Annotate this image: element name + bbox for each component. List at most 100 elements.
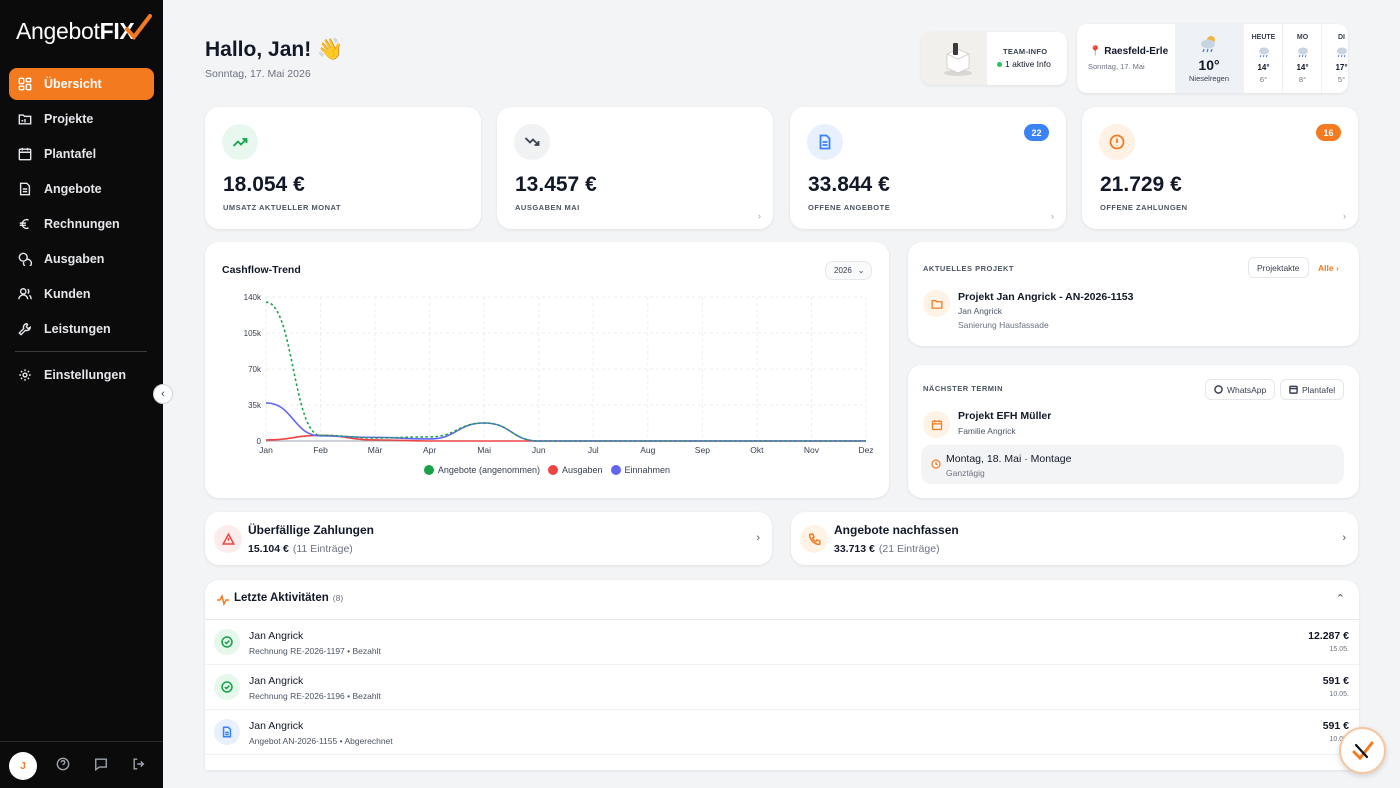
sidebar-item-label: Angebote — [44, 182, 102, 196]
year-select-value: 2026 — [834, 266, 852, 275]
count-badge: 16 — [1316, 124, 1341, 141]
weather-widget[interactable]: 📍 Raesfeld-Erle Sonntag, 17. Mai 10° Nie… — [1077, 24, 1348, 93]
legend-item[interactable]: Einnahmen — [610, 465, 670, 475]
drizzle-icon — [1201, 36, 1215, 53]
all-projects-link[interactable]: Alle › — [1318, 263, 1339, 273]
series-line-einnahmen — [265, 402, 866, 442]
kpi-umsatz-card[interactable]: 18.054 € UMSATZ AKTUELLER MONAT — [205, 107, 481, 229]
chevron-down-icon: ⌄ — [857, 266, 865, 275]
appointment-name[interactable]: Projekt EFH Müller — [958, 410, 1052, 422]
sidebar-item-einstellungen[interactable]: Einstellungen — [9, 359, 154, 391]
logout-icon[interactable] — [132, 757, 148, 773]
sidebar-item-uebersicht[interactable]: Übersicht — [9, 68, 154, 100]
series-line-ausgaben — [265, 434, 866, 442]
euro-icon — [19, 218, 29, 230]
legend-item[interactable]: Angebote (angenommen) — [423, 465, 540, 475]
assistant-fab-button[interactable] — [1339, 727, 1386, 774]
x-tick-label: Jun — [532, 445, 546, 455]
sidebar-item-rechnungen[interactable]: Rechnungen — [9, 208, 154, 240]
wrench-icon — [18, 323, 32, 336]
project-file-button[interactable]: Projektakte — [1248, 257, 1309, 278]
legend-swatch — [423, 465, 434, 475]
drizzle-icon — [1337, 47, 1347, 58]
avatar[interactable]: J — [9, 752, 37, 780]
activity-row[interactable]: Jan Angrick Angebot AN-2026-1155 • Abger… — [205, 710, 1359, 755]
activity-name: Jan Angrick — [249, 630, 304, 642]
kpi-value: 18.054 € — [223, 173, 305, 196]
activities-count: (8) — [332, 593, 344, 603]
sidebar-item-label: Einstellungen — [44, 368, 126, 382]
activity-row[interactable]: Jan Angrick Rechnung RE-2026-1197 • Beza… — [205, 620, 1359, 665]
sidebar-item-label: Übersicht — [44, 77, 102, 91]
kpi-angebote-card[interactable]: 22 33.844 € OFFENE ANGEBOTE › — [790, 107, 1066, 229]
kpi-icon-wrap — [514, 124, 550, 160]
weather-day-high: 14° — [1257, 63, 1270, 72]
legend-swatch — [547, 465, 558, 475]
activity-pulse-icon — [217, 593, 229, 607]
device-illustration-icon — [944, 43, 972, 76]
sidebar-item-plantafel[interactable]: Plantafel — [9, 138, 154, 170]
activity-row[interactable]: Jan Angrick Rechnung RE-2026-1196 • Beza… — [205, 665, 1359, 710]
warning-triangle-icon — [221, 532, 235, 545]
kpi-icon-wrap — [1099, 124, 1135, 160]
x-tick-label: Dez — [858, 445, 873, 455]
y-tick-label: 35k — [248, 401, 262, 410]
year-select[interactable]: 2026 ⌄ — [825, 261, 872, 280]
whatsapp-button[interactable]: WhatsApp — [1205, 379, 1276, 400]
weather-current: 10° Nieselregen — [1175, 24, 1243, 93]
team-info-card[interactable]: TEAM-INFO 1 aktive Info — [921, 32, 1067, 85]
sidebar-item-label: Plantafel — [44, 147, 97, 161]
logo-check-icon — [125, 14, 152, 40]
activity-name: Jan Angrick — [249, 720, 304, 732]
kpi-value: 33.844 € — [808, 173, 890, 196]
recent-activities-card: Letzte Aktivitäten (8) ⌃ Jan Angrick Rech… — [205, 580, 1359, 770]
location-pin-icon: 📍 — [1089, 46, 1102, 57]
weather-day-name: MO — [1296, 34, 1309, 41]
activity-name: Jan Angrick — [249, 675, 304, 687]
weather-day-name: HEUTE — [1251, 34, 1276, 41]
project-name[interactable]: Projekt Jan Angrick - AN-2026-1153 — [958, 291, 1134, 303]
sidebar-item-angebote[interactable]: Angebote — [9, 173, 154, 205]
weather-day-name: DI — [1338, 34, 1345, 41]
followup-offers-card[interactable]: Angebote nachfassen 33.713 € (21 Einträge… — [791, 512, 1358, 565]
legend-item[interactable]: Ausgaben — [547, 465, 603, 475]
kpi-zahlungen-card[interactable]: 16 21.729 € OFFENE ZAHLUNGEN › — [1082, 107, 1358, 229]
plantafel-button[interactable]: Plantafel — [1280, 379, 1345, 400]
sidebar-item-leistungen[interactable]: Leistungen — [9, 313, 154, 345]
alert-amount: 15.104 € — [248, 543, 289, 555]
appointment-icon-wrap — [923, 411, 950, 438]
project-customer: Jan Angrick — [958, 306, 1002, 316]
sidebar-item-label: Projekte — [44, 112, 94, 126]
x-tick-label: Aug — [640, 445, 655, 455]
kpi-ausgaben-card[interactable]: 13.457 € AUSGABEN MAI › — [497, 107, 773, 229]
activities-header[interactable]: Letzte Aktivitäten (8) ⌃ — [205, 580, 1359, 620]
weather-day-today: HEUTE 14° 6° — [1243, 24, 1282, 93]
kpi-label: OFFENE ZAHLUNGEN — [1100, 203, 1188, 212]
weather-day-di: DI 17° 5° — [1321, 24, 1348, 93]
weather-day-mo: MO 14° 8° — [1282, 24, 1321, 93]
project-description: Sanierung Hausfassade — [958, 320, 1049, 330]
sidebar-item-projekte[interactable]: Projekte — [9, 103, 154, 135]
sidebar-footer: J — [0, 741, 163, 788]
whatsapp-icon — [1214, 385, 1223, 394]
team-info-image — [921, 32, 987, 85]
chevron-up-icon[interactable]: ⌃ — [1335, 593, 1345, 605]
alert-value: 33.713 € (21 Einträge) — [834, 543, 940, 555]
clock-icon — [931, 459, 941, 469]
weather-current-temp: 10° — [1198, 57, 1220, 73]
sidebar-item-kunden[interactable]: Kunden — [9, 278, 154, 310]
sidebar-collapse-button[interactable]: ‹ — [153, 384, 173, 404]
sidebar-item-ausgaben[interactable]: Ausgaben — [9, 243, 154, 275]
help-icon[interactable] — [56, 757, 72, 773]
next-appointment-card: NÄCHSTER TERMIN WhatsApp Plantafel Proje… — [908, 365, 1359, 498]
x-tick-label: Jan — [259, 445, 273, 455]
activity-date: 10.05. — [1329, 736, 1349, 743]
document-icon — [819, 134, 831, 150]
weather-day-low: 6° — [1259, 75, 1268, 84]
activity-subtitle: Angebot AN-2026-1155 • Abgerechnet — [249, 736, 393, 746]
y-tick-label: 0 — [257, 437, 262, 446]
brand-logo[interactable]: AngebotFIX — [16, 18, 135, 44]
overdue-payments-card[interactable]: Überfällige Zahlungen 15.104 € (11 Einträ… — [205, 512, 772, 565]
kpi-value: 13.457 € — [515, 173, 597, 196]
chat-icon[interactable] — [94, 757, 110, 773]
